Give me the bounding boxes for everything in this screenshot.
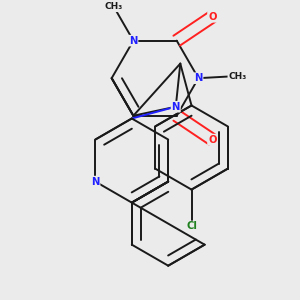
Text: N: N [172, 102, 180, 112]
Text: N: N [91, 177, 100, 187]
Text: Cl: Cl [186, 221, 197, 231]
Text: O: O [208, 135, 217, 145]
Text: CH₃: CH₃ [105, 2, 123, 11]
Text: CH₃: CH₃ [228, 71, 247, 80]
Text: N: N [194, 73, 202, 83]
Text: N: N [129, 36, 137, 46]
Text: O: O [208, 12, 217, 22]
